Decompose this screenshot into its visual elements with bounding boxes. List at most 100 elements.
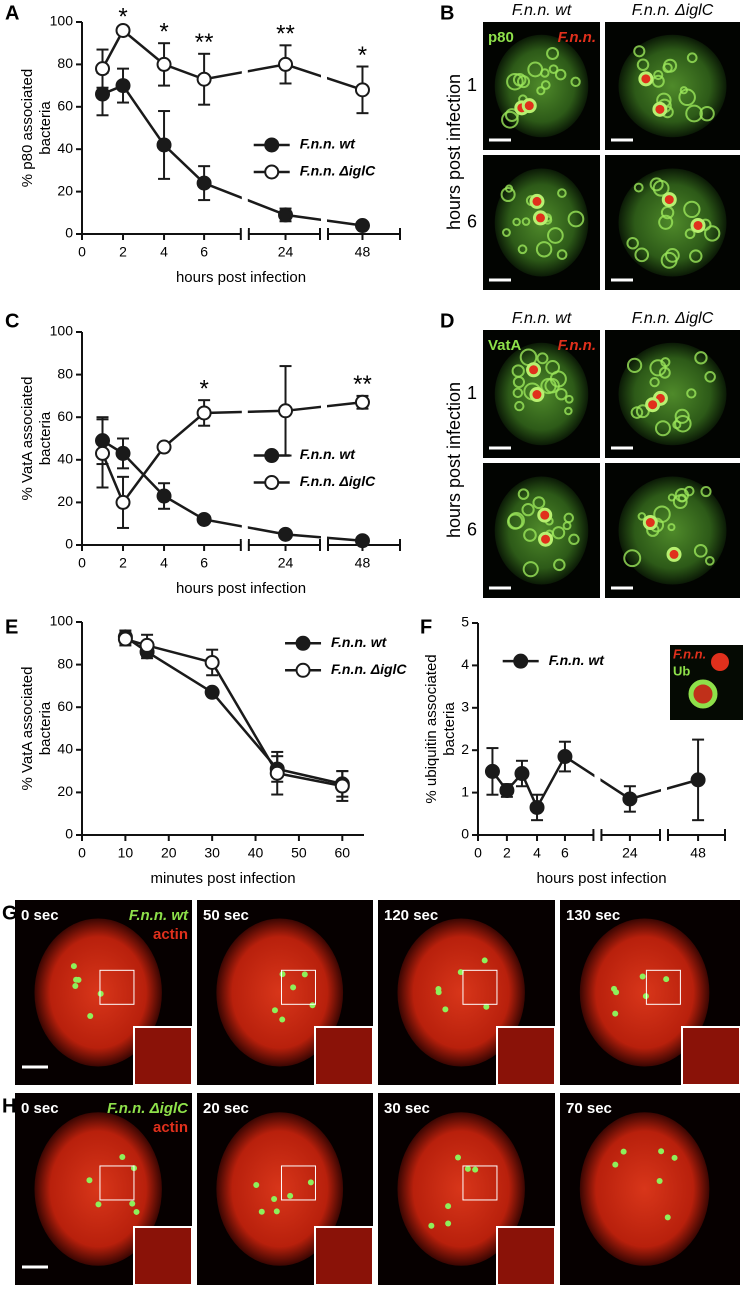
- vesicle: [536, 352, 549, 365]
- data-point: [117, 631, 133, 647]
- data-point: [484, 763, 500, 779]
- region-box: [99, 969, 135, 1005]
- data-point: [95, 445, 111, 461]
- vesicle: [553, 558, 566, 572]
- vesicle: [517, 488, 530, 500]
- bacterium: [521, 98, 537, 114]
- data-point: [278, 207, 294, 223]
- vesicle: [658, 214, 674, 230]
- axis-break-gap: [594, 623, 601, 831]
- axis-break-gap: [241, 22, 248, 230]
- y-tick-label: 0: [65, 826, 73, 842]
- bacterium: [73, 976, 80, 983]
- y-tick-label: 0: [65, 536, 73, 552]
- vesicle: [523, 528, 537, 542]
- cell: [34, 1112, 162, 1266]
- bacterium: [133, 1208, 140, 1215]
- legend-label: F.n.n. ΔiglC: [300, 473, 376, 489]
- bacterium: [457, 969, 464, 976]
- bacterium: [464, 1165, 471, 1172]
- region-box: [280, 969, 316, 1005]
- vesicle: [649, 359, 667, 377]
- significance-marker: **: [353, 371, 372, 398]
- vesicle: [563, 512, 574, 524]
- vesicle: [521, 217, 531, 226]
- data-point: [622, 791, 638, 807]
- vesicle: [554, 68, 567, 81]
- bacterium: [309, 1002, 316, 1009]
- data-point: [156, 56, 172, 72]
- zoom-inset: [496, 1026, 556, 1086]
- region-box: [462, 1165, 498, 1201]
- x-tick-label: 50: [291, 845, 307, 861]
- y-tick-label: 100: [50, 323, 74, 339]
- y-tick-label: 20: [57, 182, 73, 198]
- vesicle: [660, 251, 678, 269]
- x-tick-label: 30: [204, 845, 220, 861]
- vesicle: [685, 104, 703, 123]
- data-point: [196, 511, 212, 527]
- bacterium: [612, 1161, 619, 1168]
- data-point: [115, 494, 131, 510]
- data-point: [95, 86, 111, 102]
- vesicle: [555, 387, 568, 401]
- vesicle: [672, 494, 688, 510]
- row-label: 6: [467, 519, 477, 539]
- legend-marker: [513, 653, 529, 669]
- vesicle: [507, 511, 525, 530]
- y-axis-label-line: bacteria: [37, 101, 54, 155]
- stain-label: actin: [153, 926, 188, 943]
- vesicle: [653, 69, 664, 81]
- y-axis-label-line: bacteria: [37, 701, 54, 755]
- vesicle: [568, 533, 580, 546]
- bacterium: [445, 1220, 452, 1227]
- bacterium: [638, 71, 654, 87]
- y-tick-label: 1: [461, 783, 469, 799]
- x-tick-label: 0: [78, 845, 86, 861]
- bacterium: [279, 1016, 286, 1023]
- bacterium: [663, 976, 670, 983]
- vesicle: [633, 45, 646, 58]
- vesicle: [684, 228, 696, 240]
- bacterium: [301, 971, 308, 978]
- vesicle: [686, 52, 698, 64]
- vesicle: [532, 496, 546, 510]
- x-tick-label: 2: [119, 555, 127, 571]
- vesicle: [512, 387, 524, 399]
- y-tick-label: 40: [57, 140, 73, 156]
- zoom-inset: [314, 1226, 374, 1286]
- micrograph-panel: H 0 sec 20 sec 30 sec 70 sec F.n.n. ΔiglC acti…: [2, 1093, 740, 1286]
- vesicle: [630, 406, 644, 419]
- inset-label: Ub: [673, 663, 690, 678]
- frame-time: 70 sec: [566, 1100, 612, 1117]
- bacterium: [532, 210, 548, 226]
- x-tick-label: 6: [200, 244, 208, 260]
- bacterium: [442, 1006, 449, 1013]
- series-line: [101, 401, 363, 505]
- cell: [216, 918, 344, 1067]
- zoom-inset: [133, 1226, 193, 1286]
- bacterium: [119, 1154, 126, 1161]
- vesicle: [517, 244, 528, 255]
- y-tick-label: 20: [57, 493, 73, 509]
- panel-label: G: [2, 902, 18, 924]
- y-tick-label: 100: [50, 13, 74, 29]
- legend-marker: [295, 662, 311, 678]
- vesicle: [500, 186, 516, 203]
- stain-label: F.n.n. ΔiglC: [107, 1100, 189, 1117]
- vesicle: [536, 86, 546, 96]
- data-point: [156, 439, 172, 455]
- bacterium: [642, 515, 658, 531]
- vesicle: [674, 414, 692, 433]
- x-tick-label: 4: [533, 845, 541, 861]
- data-point: [95, 433, 111, 449]
- vesicle: [626, 357, 643, 374]
- vesicle: [512, 375, 526, 389]
- axis-break-gap: [320, 332, 327, 541]
- bacterium: [129, 1200, 136, 1207]
- data-point: [115, 445, 131, 461]
- x-tick-label: 48: [355, 244, 371, 260]
- bacterium: [620, 1148, 627, 1155]
- vesicle: [521, 503, 535, 517]
